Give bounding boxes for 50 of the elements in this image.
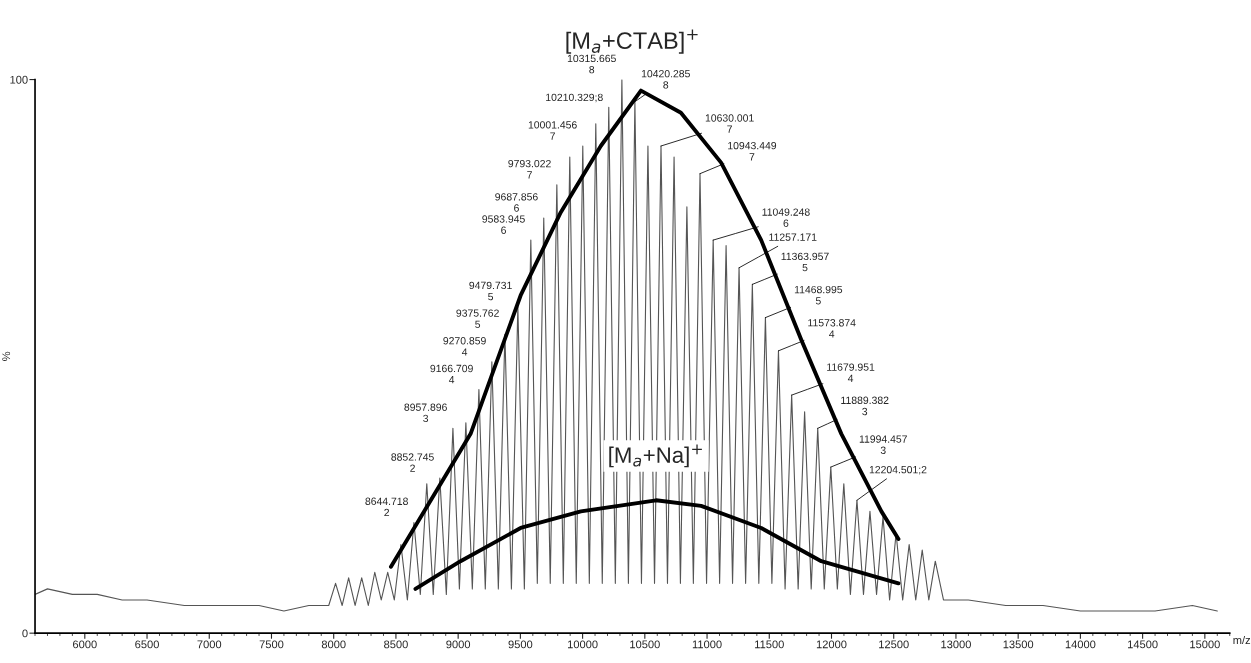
x-tick-label: 15000	[1190, 640, 1220, 649]
annotation: 8957.896 3	[404, 403, 447, 423]
annotation: 10943.449 7	[728, 141, 777, 161]
annotation: 9687.856 6	[495, 193, 538, 212]
x-tick-label: 9500	[508, 640, 533, 649]
annotation: 9270.859 4	[443, 337, 486, 356]
annotation: 11049.248 6	[762, 208, 810, 227]
x-tick-label: 14000	[1065, 640, 1096, 649]
annotation: 11468.995 5	[794, 285, 843, 305]
x-tick-label: 6500	[135, 640, 159, 649]
annotation: 10210.329;8	[546, 93, 603, 103]
x-tick-label: 12000	[816, 640, 847, 649]
annotation: 11679.951 4	[827, 363, 875, 382]
y-tick-label: 100	[10, 75, 28, 84]
x-tick-label: 12500	[879, 640, 909, 649]
x-tick-label: 13500	[1003, 640, 1034, 649]
chart-title: [M$_{a}$+CTAB]$^{+}$	[566, 29, 698, 54]
x-axis-title: m/z	[1233, 635, 1251, 645]
annotation: 11573.874 4	[808, 319, 856, 338]
annotation: 12204.501;2	[869, 465, 927, 475]
x-tick-label: 7000	[197, 640, 222, 649]
x-tick-label: 7500	[259, 640, 284, 649]
annotation: 9375.762 5	[456, 309, 499, 328]
annotation: 9793.022 7	[508, 159, 551, 179]
x-tick-label: 8500	[384, 640, 408, 649]
annotation: 8644.718 2	[365, 497, 408, 517]
annotation: 10630.001 7	[705, 114, 754, 133]
annotation: 11994.457 3	[859, 435, 907, 454]
x-tick-label: 13000	[941, 640, 971, 649]
y-axis-title: %	[2, 351, 11, 361]
x-tick-label: 8000	[321, 640, 346, 649]
annotation: 10315.665 8	[567, 54, 616, 74]
annotation: 9166.709 4	[430, 364, 473, 384]
x-tick-label: 9000	[446, 640, 471, 649]
x-tick-label: 10500	[630, 640, 660, 649]
annotation: 11889.382 3	[841, 396, 889, 416]
x-tick-label: 10000	[568, 640, 598, 649]
annotation: 8852.745 2	[391, 453, 434, 472]
y-tick-label: 0	[22, 629, 28, 638]
x-tick-label: 6000	[73, 640, 97, 649]
annotation: [M$_{a}$+Na]$^{+}$	[609, 444, 702, 468]
x-tick-label: 11500	[755, 640, 784, 649]
annotation: 11363.957 5	[781, 252, 829, 272]
x-tick-label: 11000	[692, 640, 722, 649]
annotation: 10001.456 7	[528, 121, 577, 140]
annotation: 11257.171	[769, 233, 817, 241]
annotation: 9583.945 6	[482, 215, 525, 234]
annotation: 10420.285 8	[641, 69, 690, 89]
x-tick-label: 14500	[1128, 640, 1158, 649]
annotation: 9479.731 5	[469, 281, 512, 301]
